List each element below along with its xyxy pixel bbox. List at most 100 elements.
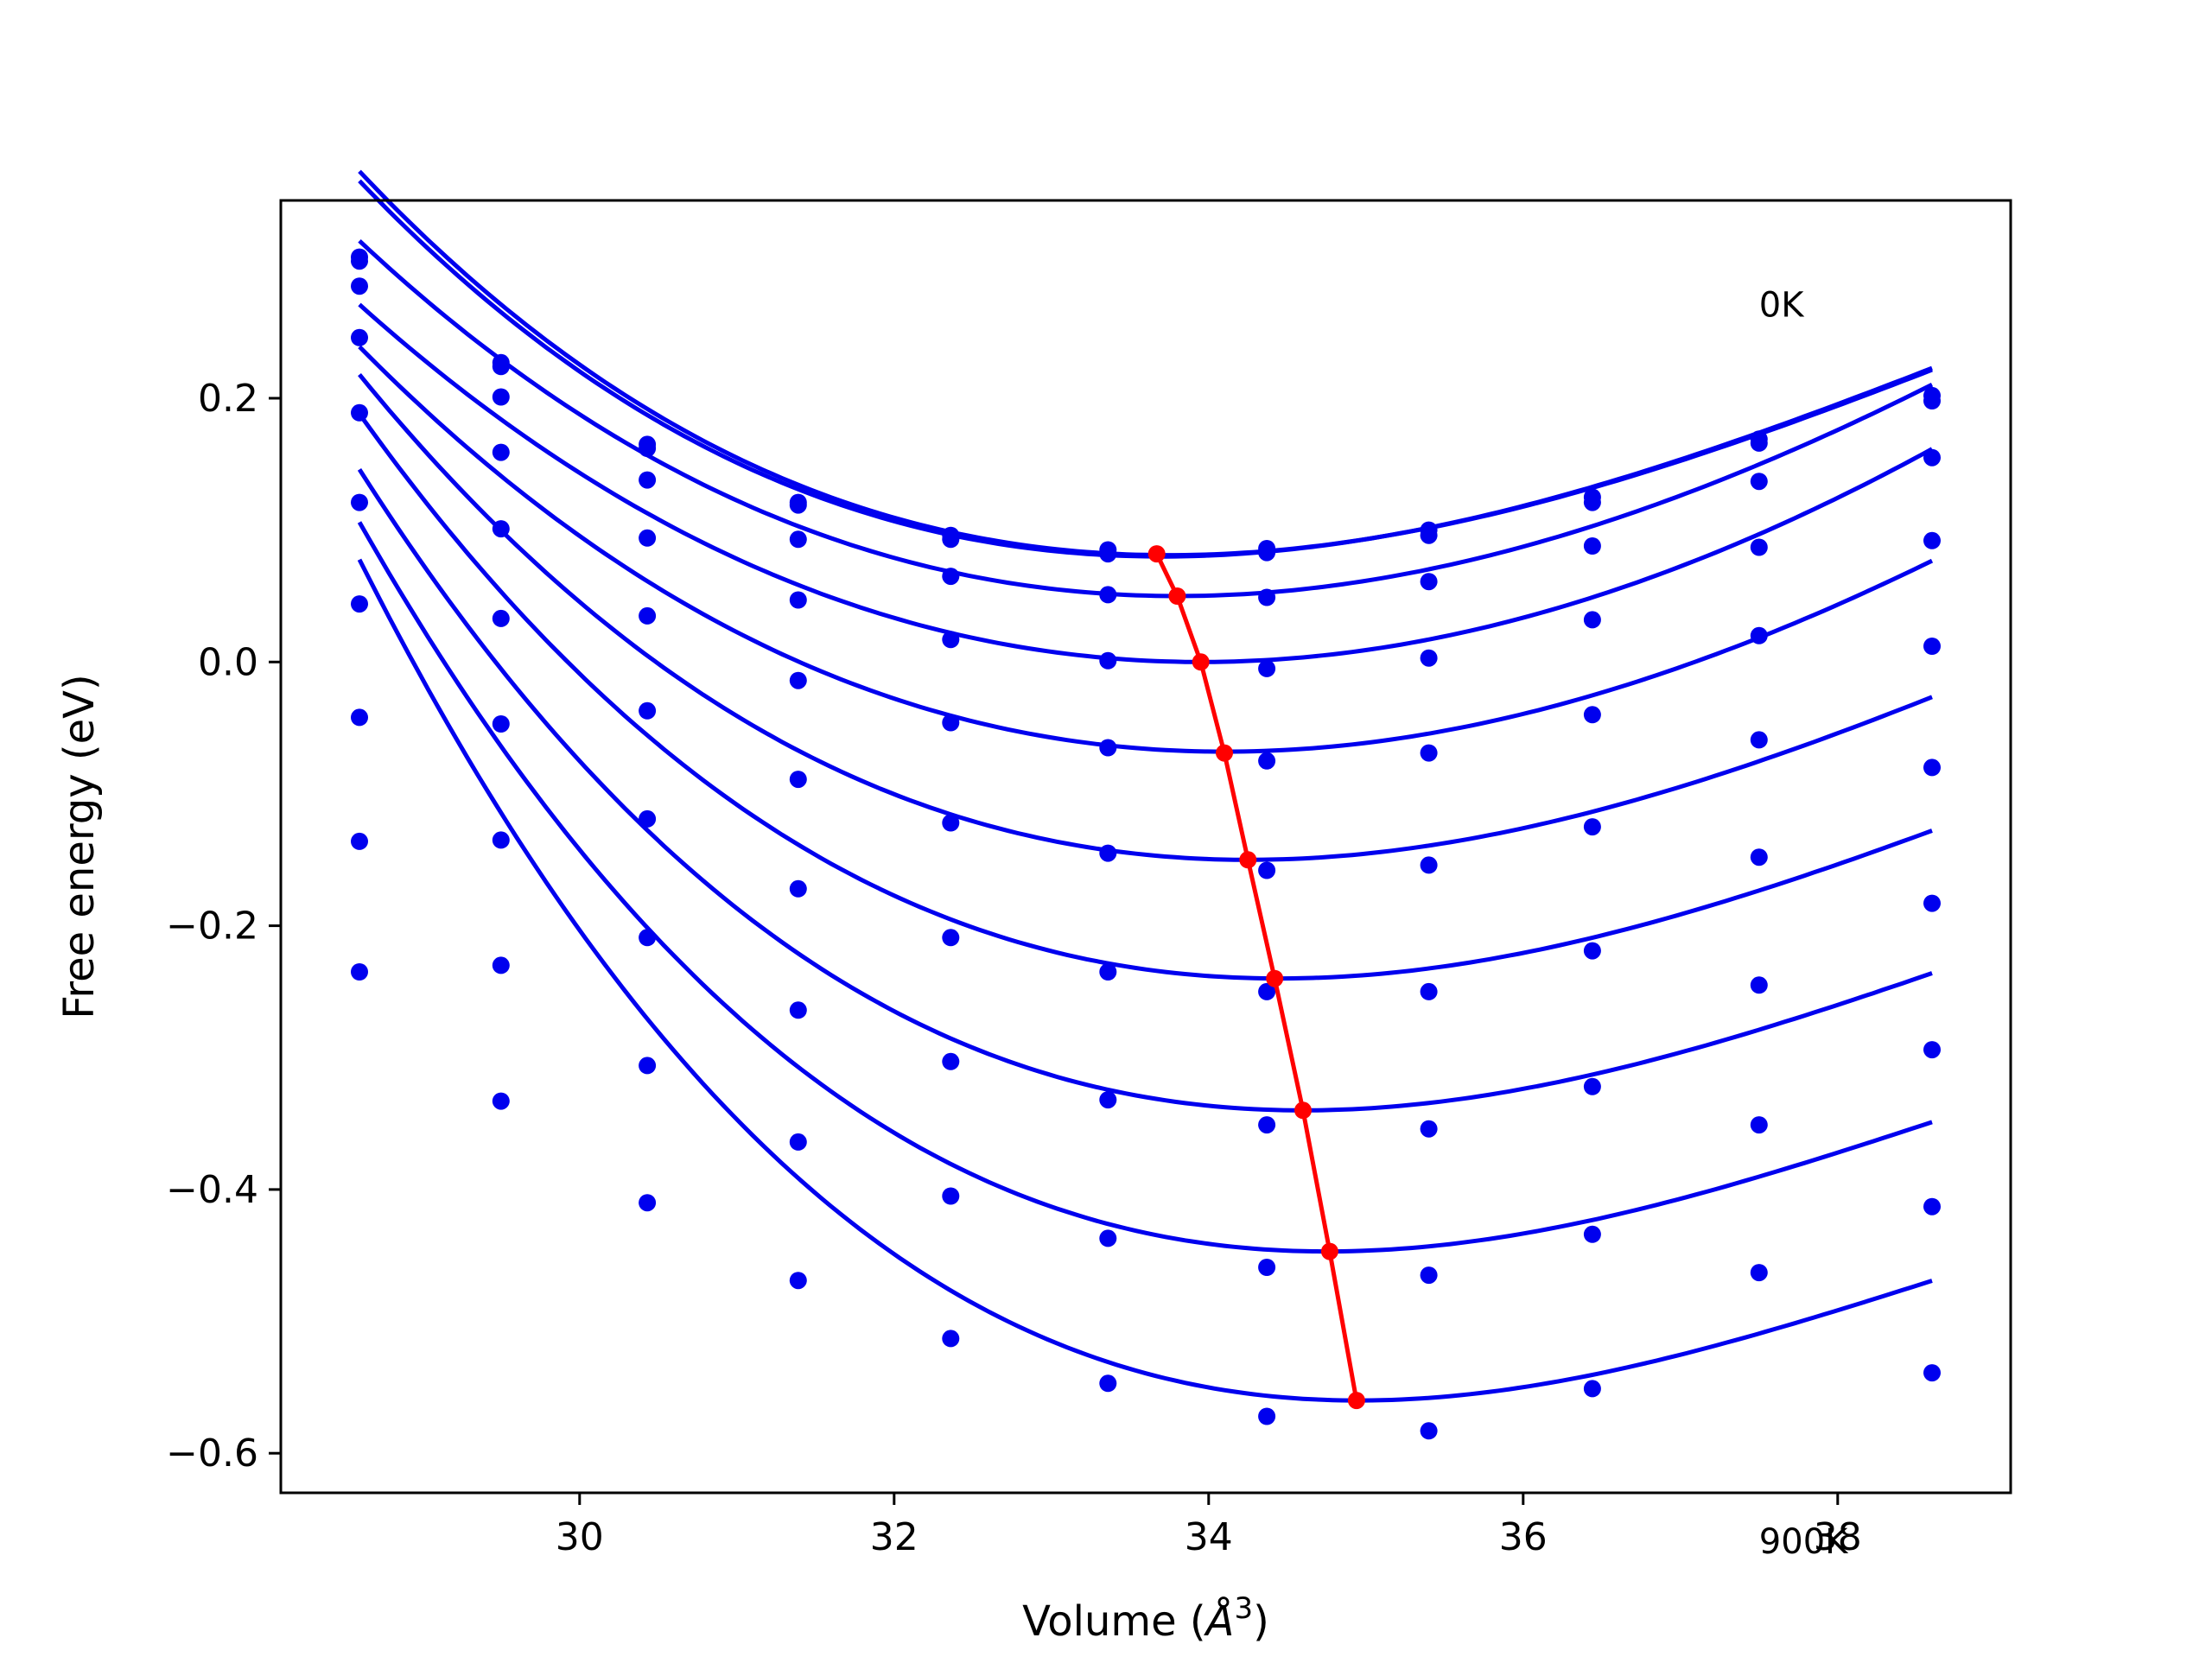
data-point-600K-4 <box>942 929 960 947</box>
plot-frame <box>279 199 2012 1495</box>
data-point-600K-5 <box>1099 963 1117 981</box>
data-point-800K-4 <box>942 1187 960 1205</box>
data-point-900K-0 <box>351 963 368 981</box>
minimum-point-4 <box>1239 851 1257 869</box>
data-point-600K-8 <box>1583 942 1601 960</box>
data-point-700K-3 <box>789 1001 807 1019</box>
data-point-400K-9 <box>1750 626 1768 644</box>
data-point-900K-9 <box>1750 1264 1768 1282</box>
data-point-300K-7 <box>1420 649 1438 667</box>
data-point-900K-3 <box>789 1272 807 1290</box>
x-tick-label-3: 36 <box>1499 1515 1548 1559</box>
data-point-300K-2 <box>639 529 657 547</box>
y-tick-label-1: −0.4 <box>166 1168 258 1212</box>
data-point-100K-5 <box>1099 545 1117 563</box>
annotation-label-1: 900K <box>1759 1522 1849 1562</box>
minimum-point-7 <box>1320 1242 1338 1260</box>
data-point-400K-4 <box>942 714 960 732</box>
data-point-400K-8 <box>1583 706 1601 724</box>
data-point-200K-8 <box>1583 537 1601 555</box>
data-point-800K-8 <box>1583 1225 1601 1243</box>
data-point-800K-10 <box>1923 1197 1941 1216</box>
data-point-900K-7 <box>1420 1422 1438 1440</box>
data-point-900K-8 <box>1583 1380 1601 1398</box>
data-point-400K-7 <box>1420 744 1438 762</box>
data-point-300K-1 <box>492 443 510 461</box>
x-tick-label-4: 38 <box>1814 1515 1862 1559</box>
data-point-500K-2 <box>639 701 657 720</box>
data-point-400K-10 <box>1923 638 1941 655</box>
data-point-100K-8 <box>1583 493 1601 511</box>
data-point-800K-7 <box>1420 1266 1438 1285</box>
x-tick-label-2: 34 <box>1185 1515 1233 1559</box>
data-point-800K-0 <box>351 832 368 850</box>
data-point-600K-1 <box>492 715 510 733</box>
data-point-600K-2 <box>639 809 657 828</box>
axis-layer: 30 32 34 36 38 −0.6 −0.4 −0.2 0.0 0.2 <box>166 377 1862 1559</box>
data-point-600K-3 <box>789 879 807 898</box>
data-point-300K-8 <box>1583 611 1601 629</box>
fit-curve-400K <box>358 345 1934 754</box>
data-point-300K-10 <box>1923 531 1941 549</box>
fit-curve-900K <box>357 558 1933 1403</box>
data-point-900K-1 <box>492 1092 510 1110</box>
data-point-600K-10 <box>1923 894 1941 912</box>
data-point-100K-9 <box>1750 434 1768 452</box>
data-point-100K-2 <box>639 440 657 457</box>
data-point-500K-3 <box>789 771 807 789</box>
data-point-300K-9 <box>1750 538 1768 556</box>
data-point-500K-0 <box>351 493 368 511</box>
data-point-200K-9 <box>1750 473 1768 491</box>
y-tick-label-3: 0.0 <box>198 640 258 684</box>
data-point-400K-2 <box>639 606 657 625</box>
data-point-700K-5 <box>1099 1091 1117 1109</box>
data-point-100K-7 <box>1420 526 1438 544</box>
data-point-700K-6 <box>1258 1116 1276 1134</box>
data-point-600K-6 <box>1258 982 1276 1000</box>
data-point-100K-3 <box>789 496 807 514</box>
x-tick-label-0: 30 <box>556 1515 604 1559</box>
data-point-900K-10 <box>1923 1364 1941 1382</box>
data-point-100K-0 <box>351 252 368 270</box>
data-point-200K-6 <box>1258 588 1276 606</box>
fit-curve-800K <box>357 521 1933 1254</box>
data-point-500K-10 <box>1923 759 1941 777</box>
fit-curve-200K <box>358 238 1934 599</box>
minimum-point-1 <box>1168 587 1186 605</box>
fit-curve-600K <box>357 412 1933 981</box>
data-point-300K-3 <box>789 591 807 609</box>
data-point-700K-1 <box>492 831 510 849</box>
data-point-800K-2 <box>639 1057 657 1075</box>
data-point-200K-10 <box>1923 448 1941 467</box>
data-point-600K-0 <box>351 595 368 613</box>
data-point-800K-3 <box>789 1133 807 1151</box>
data-point-100K-4 <box>942 530 960 549</box>
data-point-400K-5 <box>1099 739 1117 757</box>
data-point-600K-7 <box>1420 982 1438 1000</box>
data-point-800K-1 <box>492 956 510 974</box>
data-point-700K-9 <box>1750 976 1768 994</box>
data-point-200K-1 <box>492 388 510 406</box>
data-point-400K-3 <box>789 671 807 689</box>
data-point-200K-3 <box>789 530 807 549</box>
x-tick-label-1: 32 <box>870 1515 918 1559</box>
data-point-700K-2 <box>639 929 657 947</box>
data-point-500K-7 <box>1420 856 1438 874</box>
data-point-700K-4 <box>942 1052 960 1070</box>
minimum-point-8 <box>1347 1392 1365 1410</box>
data-point-100K-1 <box>492 358 510 376</box>
data-point-300K-0 <box>351 328 368 346</box>
data-point-700K-10 <box>1923 1041 1941 1059</box>
data-point-900K-6 <box>1258 1407 1276 1425</box>
data-point-300K-5 <box>1099 651 1117 670</box>
annotation-label-0: 0K <box>1759 285 1805 325</box>
data-point-200K-4 <box>942 568 960 586</box>
data-point-700K-0 <box>351 708 368 727</box>
fit-curve-0K <box>358 169 1933 558</box>
data-point-600K-9 <box>1750 848 1768 866</box>
fit-curve-700K <box>357 468 1933 1113</box>
data-point-100K-10 <box>1923 392 1941 409</box>
fit-curve-500K <box>358 373 1933 862</box>
